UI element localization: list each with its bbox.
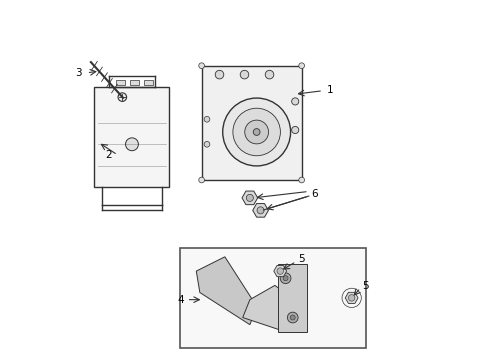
Bar (180, 248, 365, 348)
Circle shape (125, 138, 138, 151)
Polygon shape (278, 264, 306, 332)
Circle shape (203, 141, 209, 147)
Text: 4: 4 (177, 295, 183, 305)
Text: 5: 5 (362, 281, 368, 291)
Circle shape (298, 63, 304, 68)
Circle shape (198, 177, 204, 183)
Bar (130, 80, 139, 85)
Circle shape (215, 70, 224, 79)
Polygon shape (273, 266, 286, 277)
Circle shape (290, 315, 295, 320)
Circle shape (246, 194, 253, 201)
Circle shape (118, 93, 126, 102)
Circle shape (244, 120, 268, 144)
Circle shape (240, 70, 248, 79)
Polygon shape (252, 203, 268, 217)
Text: 5: 5 (298, 254, 304, 264)
Circle shape (203, 116, 209, 122)
Text: 3: 3 (75, 68, 81, 78)
Circle shape (253, 129, 260, 135)
Circle shape (264, 70, 273, 79)
Circle shape (222, 98, 290, 166)
Circle shape (280, 273, 290, 284)
Circle shape (198, 63, 204, 68)
Circle shape (232, 108, 280, 156)
Circle shape (348, 295, 354, 301)
Bar (201, 66, 301, 180)
Polygon shape (196, 257, 257, 325)
Circle shape (291, 126, 298, 134)
Circle shape (283, 276, 287, 281)
Circle shape (298, 177, 304, 183)
Circle shape (257, 207, 264, 214)
Text: 2: 2 (105, 150, 112, 160)
Bar (94, 87, 169, 187)
Bar (144, 80, 153, 85)
Polygon shape (242, 285, 303, 332)
Text: 6: 6 (311, 189, 318, 199)
Polygon shape (242, 191, 257, 205)
Text: 1: 1 (326, 85, 333, 95)
Bar (116, 80, 124, 85)
Polygon shape (345, 292, 357, 303)
Circle shape (291, 98, 298, 105)
Circle shape (276, 268, 283, 274)
Circle shape (287, 312, 298, 323)
